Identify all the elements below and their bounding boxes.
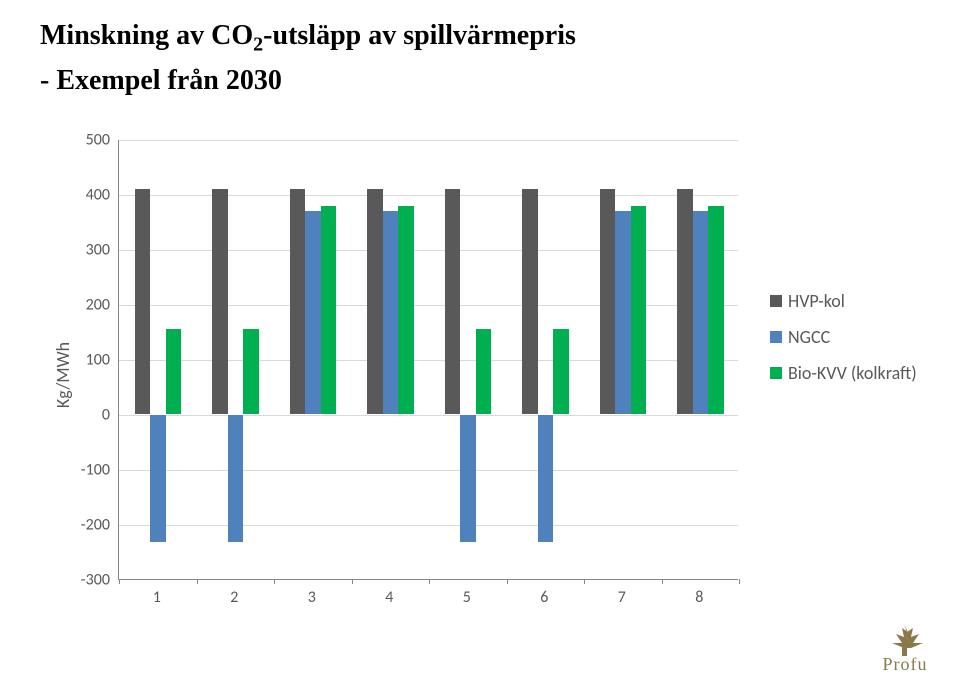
x-tick-mark xyxy=(584,579,585,584)
legend-swatch xyxy=(770,367,782,379)
bar-hvp xyxy=(367,189,383,415)
plot-area xyxy=(118,140,738,580)
bar-bio xyxy=(708,206,724,414)
x-tick-mark xyxy=(739,579,740,584)
y-tick-label: -300 xyxy=(81,571,110,590)
bar-ngcc xyxy=(150,415,166,542)
title-pre: Minskning av CO xyxy=(40,20,253,51)
bar-hvp xyxy=(600,189,616,415)
title-sub: 2 xyxy=(253,34,263,56)
x-tick-mark xyxy=(119,579,120,584)
bar-bio xyxy=(243,329,259,414)
bar-hvp xyxy=(135,189,151,415)
legend-swatch xyxy=(770,331,782,343)
x-tick-mark xyxy=(274,579,275,584)
title-line-2: - Exempel från 2030 xyxy=(40,65,920,97)
y-tick-label: 500 xyxy=(86,131,110,150)
bar-ngcc xyxy=(383,211,399,415)
legend-item-bio: Bio-KVV (kolkraft) xyxy=(770,362,917,384)
x-tick-label: 2 xyxy=(230,588,238,607)
bar-bio xyxy=(553,329,569,414)
chart-area: Kg/MWh -300-200-1000100200300400500 1234… xyxy=(40,140,760,610)
x-tick-label: 4 xyxy=(385,588,393,607)
bar-hvp xyxy=(290,189,306,415)
legend-label: NGCC xyxy=(788,326,830,348)
x-tick-label: 5 xyxy=(463,588,471,607)
title-line-1: Minskning av CO2-utsläpp av spillvärmepr… xyxy=(40,20,920,57)
bar-hvp xyxy=(445,189,461,415)
x-tick-label: 7 xyxy=(618,588,626,607)
bar-ngcc xyxy=(305,211,321,415)
x-tick-label: 1 xyxy=(153,588,161,607)
bar-bio xyxy=(321,206,337,414)
bar-ngcc xyxy=(615,211,631,415)
y-axis-ticks: -300-200-1000100200300400500 xyxy=(70,140,110,580)
y-tick-label: -200 xyxy=(81,516,110,535)
x-tick-mark xyxy=(429,579,430,584)
x-tick-label: 6 xyxy=(540,588,548,607)
tree-icon xyxy=(880,622,930,656)
bar-ngcc xyxy=(538,415,554,542)
legend-item-ngcc: NGCC xyxy=(770,326,917,348)
x-tick-label: 8 xyxy=(695,588,703,607)
bar-bio xyxy=(631,206,647,414)
brand-text: Profu xyxy=(880,654,930,675)
x-tick-mark xyxy=(352,579,353,584)
y-tick-label: -100 xyxy=(81,461,110,480)
x-tick-label: 3 xyxy=(308,588,316,607)
y-tick-label: 100 xyxy=(86,351,110,370)
bar-hvp xyxy=(677,189,693,415)
x-tick-mark xyxy=(197,579,198,584)
legend: HVP-kol NGCC Bio-KVV (kolkraft) xyxy=(770,290,917,398)
title-post: -utsläpp av spillvärmepris xyxy=(263,20,576,51)
bar-ngcc xyxy=(228,415,244,542)
bar-bio xyxy=(166,329,182,414)
bar-hvp xyxy=(212,189,228,415)
bar-hvp xyxy=(522,189,538,415)
bar-ngcc xyxy=(693,211,709,415)
x-tick-mark xyxy=(507,579,508,584)
bar-bio xyxy=(398,206,414,414)
legend-label: HVP-kol xyxy=(788,290,845,312)
brand-logo: Profu xyxy=(880,622,930,675)
x-tick-mark xyxy=(662,579,663,584)
bar-bio xyxy=(476,329,492,414)
legend-swatch xyxy=(770,295,782,307)
legend-item-hvp: HVP-kol xyxy=(770,290,917,312)
bar-ngcc xyxy=(460,415,476,542)
y-tick-label: 400 xyxy=(86,186,110,205)
legend-label: Bio-KVV (kolkraft) xyxy=(788,362,917,384)
y-tick-label: 200 xyxy=(86,296,110,315)
y-tick-label: 0 xyxy=(102,406,110,425)
y-tick-label: 300 xyxy=(86,241,110,260)
bar-layer xyxy=(119,140,738,579)
